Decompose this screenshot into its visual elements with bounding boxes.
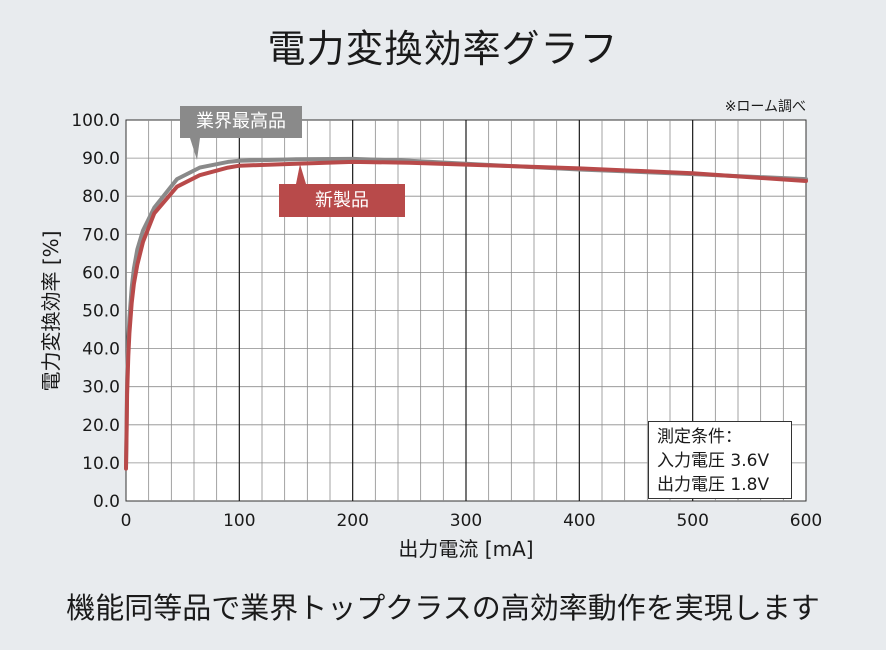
legend-new-product: 新製品: [279, 184, 405, 217]
new-product-pointer: [296, 164, 306, 184]
x-tick-label: 100: [223, 511, 255, 531]
x-tick-label: 200: [336, 511, 368, 531]
footer-caption: 機能同等品で業界トップクラスの高効率動作を実現します: [66, 591, 820, 625]
y-tick-label: 10.0: [82, 454, 120, 474]
x-tick-label: 0: [121, 511, 132, 531]
conditions-box: 測定条件： 入力電圧 3.6V 出力電圧 1.8V: [648, 421, 792, 499]
series-lines: [124, 156, 808, 471]
x-axis-label: 出力電流 [mA]: [398, 537, 533, 561]
x-tick-label: 600: [790, 511, 822, 531]
y-tick-label: 100.0: [71, 111, 120, 131]
legend-industry-best: 業界最高品: [180, 106, 302, 138]
y-tick-label: 40.0: [82, 340, 120, 360]
source-note: ※ローム調べ: [724, 99, 806, 115]
conditions-output-voltage: 出力電圧 1.8V: [657, 475, 770, 495]
conditions-input-voltage: 入力電圧 3.6V: [657, 451, 770, 471]
y-tick-label: 80.0: [82, 187, 120, 207]
x-tick-labels: 0 100 200 300 400 500 600: [121, 511, 823, 531]
y-tick-label: 30.0: [82, 378, 120, 398]
y-tick-label: 70.0: [82, 225, 120, 245]
industry-best-pointer: [190, 138, 200, 160]
series-line-new-product: [124, 159, 808, 471]
y-tick-label: 0.0: [93, 492, 120, 512]
x-tick-label: 400: [563, 511, 595, 531]
x-tick-label: 300: [450, 511, 482, 531]
x-tick-label: 500: [676, 511, 708, 531]
y-tick-label: 50.0: [82, 302, 120, 322]
y-tick-label: 20.0: [82, 416, 120, 436]
y-axis-label: 電力変換効率 [%]: [39, 231, 63, 392]
page-title: 電力変換効率グラフ: [267, 27, 619, 71]
y-tick-labels: 0.0 10.0 20.0 30.0 40.0 50.0 60.0 70.0 80.0 90.0 1…: [71, 111, 120, 512]
conditions-heading: 測定条件：: [657, 427, 742, 447]
y-tick-label: 90.0: [82, 149, 120, 169]
y-tick-label: 60.0: [82, 263, 120, 283]
